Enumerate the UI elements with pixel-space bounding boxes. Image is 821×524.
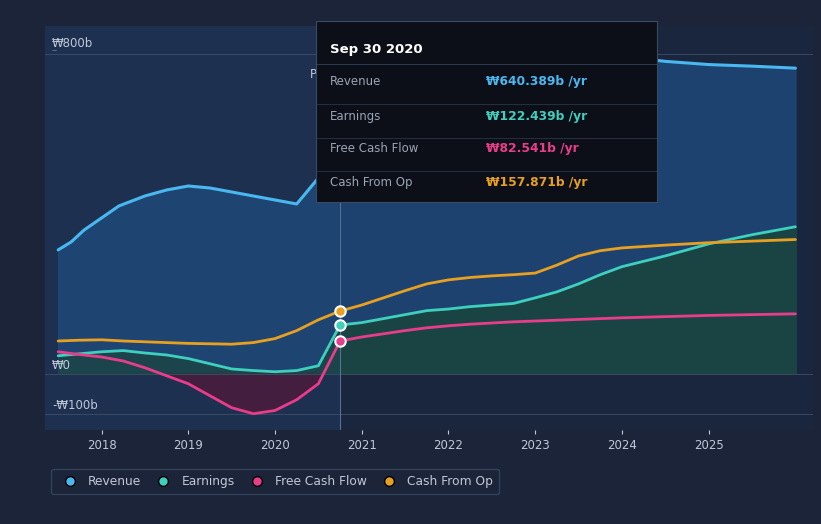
- Text: Free Cash Flow: Free Cash Flow: [330, 142, 418, 155]
- Bar: [340, 26, 813, 430]
- Text: Cash From Op: Cash From Op: [330, 177, 412, 190]
- Bar: [45, 26, 340, 430]
- Text: ₩800b: ₩800b: [52, 37, 94, 50]
- Text: ₩157.871b /yr: ₩157.871b /yr: [487, 177, 588, 190]
- Text: ₩122.439b /yr: ₩122.439b /yr: [487, 110, 588, 123]
- Text: Revenue: Revenue: [330, 75, 381, 88]
- Text: Analysts Forecasts: Analysts Forecasts: [346, 68, 455, 81]
- Text: Past: Past: [310, 68, 335, 81]
- Text: ₩640.389b /yr: ₩640.389b /yr: [487, 75, 588, 88]
- Text: Earnings: Earnings: [330, 110, 381, 123]
- Text: #4ab8f0: #4ab8f0: [52, 50, 58, 51]
- Text: Sep 30 2020: Sep 30 2020: [330, 42, 422, 56]
- Text: ₩82.541b /yr: ₩82.541b /yr: [487, 142, 579, 155]
- Legend: Revenue, Earnings, Free Cash Flow, Cash From Op: Revenue, Earnings, Free Cash Flow, Cash …: [51, 469, 499, 494]
- Text: -₩100b: -₩100b: [52, 399, 98, 412]
- Text: ₩0: ₩0: [52, 359, 71, 372]
